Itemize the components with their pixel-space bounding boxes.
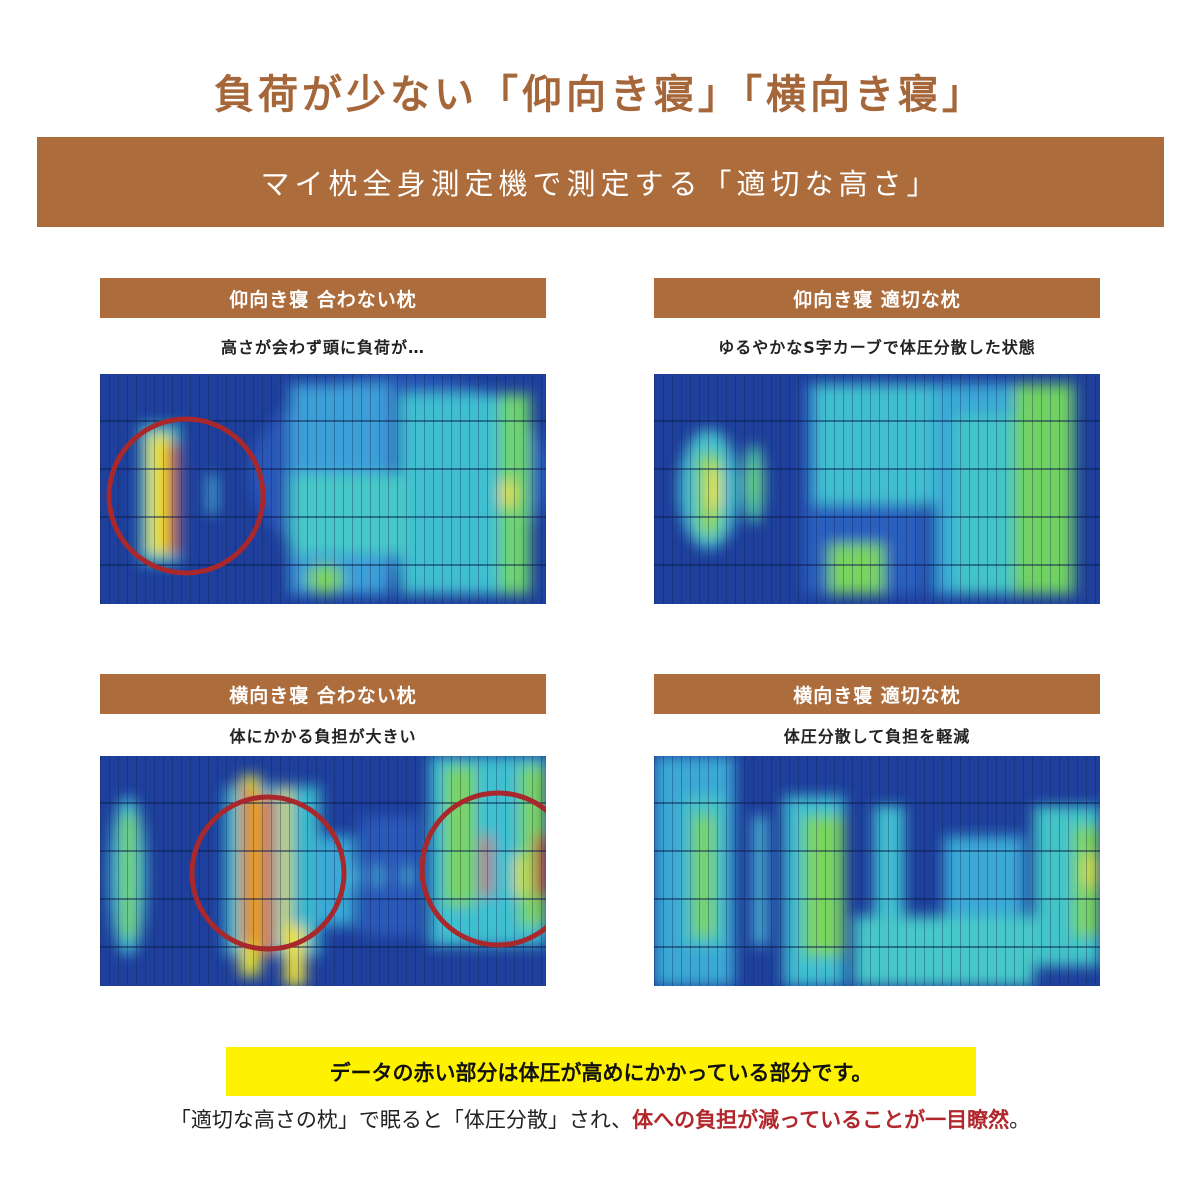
panel-caption: 体にかかる負担が大きい: [229, 727, 417, 746]
panel-caption: 高さが会わず頭に負荷が…: [220, 338, 425, 357]
panel-caption: ゆるやかなS字カーブで体圧分散した状態: [718, 338, 1036, 357]
panel-side-unsuitable: 横向き寝 合わない枕 体にかかる負担が大きい: [100, 674, 546, 986]
footer-plain: 「適切な高さの枕」で眠ると「体圧分散」され、: [169, 1108, 633, 1132]
panel-title: 仰向き寝 適切な枕: [654, 278, 1100, 318]
panel-caption: 体圧分散して負担を軽減: [783, 727, 971, 746]
footer-end: 。: [1009, 1108, 1031, 1132]
pressure-heatmap: [100, 374, 546, 604]
pressure-heatmap: [654, 756, 1100, 986]
pressure-heatmap: [100, 756, 546, 986]
panel-title: 横向き寝 合わない枕: [100, 674, 546, 714]
panel-supine-unsuitable: 仰向き寝 合わない枕 高さが会わず頭に負荷が…: [100, 278, 546, 604]
highlight-note: データの赤い部分は体圧が高めにかかっている部分です。: [226, 1047, 976, 1096]
panel-title: 横向き寝 適切な枕: [654, 674, 1100, 714]
panel-side-suitable: 横向き寝 適切な枕 体圧分散して負担を軽減: [654, 674, 1100, 986]
subtitle-banner: マイ枕全身測定機で測定する「適切な高さ」: [37, 137, 1164, 227]
page-title: 負荷が少ない「仰向き寝」「横向き寝」: [214, 72, 986, 118]
panel-supine-suitable: 仰向き寝 適切な枕 ゆるやかなS字カーブで体圧分散した状態: [654, 278, 1100, 604]
footer-text: 「適切な高さの枕」で眠ると「体圧分散」され、体への負担が減っていることが一目瞭然…: [0, 1104, 1200, 1134]
footer-emphasis: 体への負担が減っていることが一目瞭然: [632, 1108, 1010, 1132]
panel-title: 仰向き寝 合わない枕: [100, 278, 546, 318]
pressure-heatmap: [654, 374, 1100, 604]
